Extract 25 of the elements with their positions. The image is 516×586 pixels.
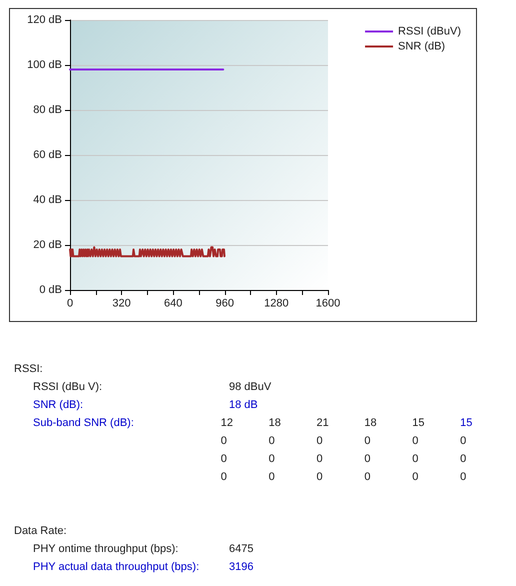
text: 0 0 0 0 0 0 — [220, 453, 466, 465]
x-tick-label: 960 — [216, 298, 234, 310]
text: Data Rate: — [13, 525, 68, 537]
legend-label: RSSI (dBuV) — [398, 26, 462, 38]
text: PHY actual data throughput (bps): 3196 — [33, 561, 254, 573]
text: SNR (dB): 18 dB — [33, 399, 258, 411]
x-tick-label: 1280 — [264, 298, 289, 310]
text: 0 0 0 0 0 0 — [220, 471, 466, 483]
text: PHY ontime throughput (bps): 6475 — [33, 543, 254, 555]
x-tick-label: 640 — [164, 298, 182, 310]
y-tick-label: 80 dB — [33, 104, 62, 116]
y-tick-label: 20 dB — [33, 239, 62, 251]
x-tick-label: 0 — [66, 298, 74, 310]
text: RSSI: — [13, 363, 44, 375]
x-tick-label: 1600 — [316, 298, 340, 310]
text: RSSI (dBu V): 98 dBuV — [33, 381, 272, 393]
text: Sub-band SNR (dB): 12 18 21 18 15 15 — [33, 417, 472, 429]
y-tick-label: 0 dB — [39, 284, 62, 296]
text: 0 0 0 0 0 0 — [220, 435, 466, 447]
y-tick-label: 100 dB — [27, 59, 62, 71]
x-tick-label: 320 — [112, 298, 131, 310]
y-tick-label: 120 dB — [27, 14, 62, 26]
y-tick-label: 40 dB — [33, 194, 62, 206]
y-tick-label: 60 dB — [33, 149, 62, 161]
legend-label: SNR (dB) — [398, 40, 446, 52]
